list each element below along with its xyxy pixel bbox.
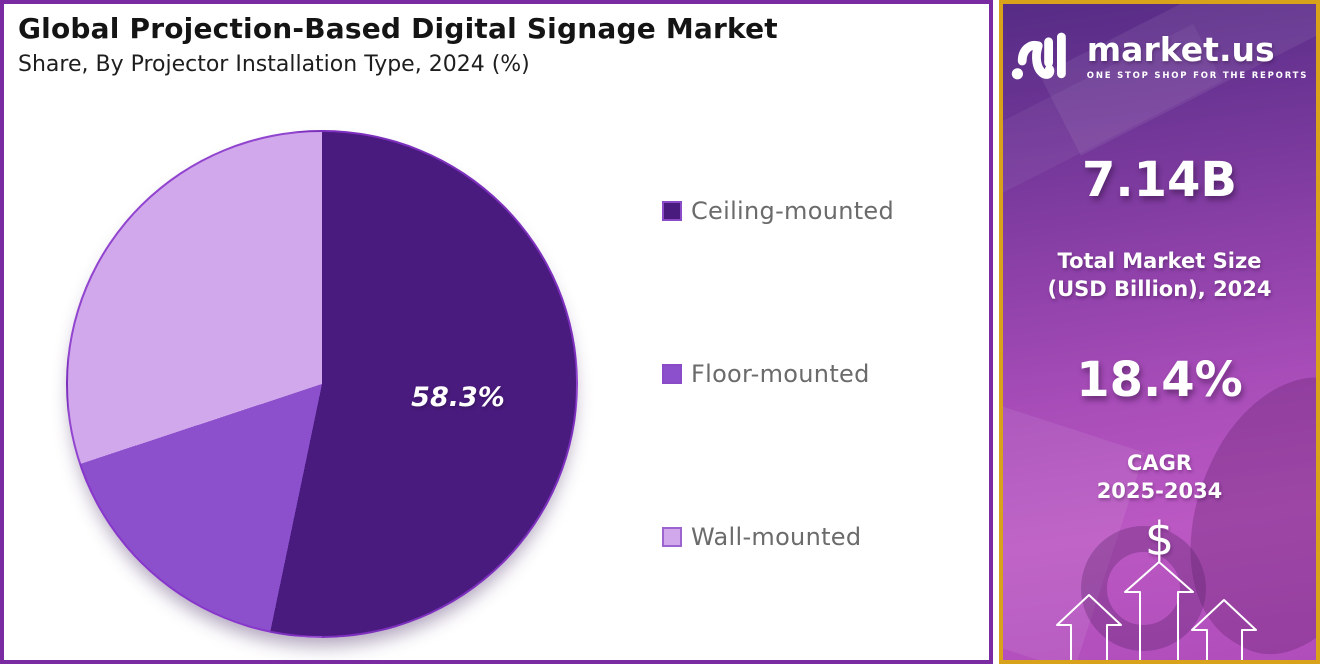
- marketus-logo-icon: [1011, 32, 1066, 80]
- chart-title: Global Projection-Based Digital Signage …: [18, 12, 778, 45]
- legend-item-floor: Floor-mounted: [662, 360, 870, 388]
- market-size-label: Total Market Size (USD Billion), 2024: [1003, 248, 1316, 303]
- brand-logo: market.us ONE STOP SHOP FOR THE REPORTS: [1003, 28, 1316, 86]
- legend-item-wall: Wall-mounted: [662, 523, 861, 551]
- cagr-value: 18.4%: [1076, 352, 1243, 408]
- legend-swatch-floor-icon: [662, 364, 682, 384]
- pie-slice-label-ceiling: 58.3%: [411, 382, 505, 413]
- market-size-label-line1: Total Market Size: [1057, 249, 1262, 273]
- market-size-value: 7.14B: [1081, 152, 1237, 208]
- cagr-label-line1: CAGR: [1126, 451, 1193, 475]
- legend-item-ceiling: Ceiling-mounted: [662, 197, 894, 225]
- dollar-icon: $: [1144, 512, 1175, 566]
- market-size-label-line2: (USD Billion), 2024: [1047, 276, 1272, 301]
- brand-tagline: ONE STOP SHOP FOR THE REPORTS: [1086, 71, 1309, 82]
- legend-swatch-ceiling-icon: [662, 201, 682, 221]
- chart-area: Global Projection-Based Digital Signage …: [0, 0, 993, 664]
- brand-sidebar: market.us ONE STOP SHOP FOR THE REPORTS …: [999, 0, 1320, 664]
- brand-name: market.us: [1086, 29, 1275, 69]
- chart-subtitle: Share, By Projector Installation Type, 2…: [18, 52, 530, 77]
- brand-text-block: market.us ONE STOP SHOP FOR THE REPORTS: [1086, 29, 1309, 82]
- legend-label-ceiling: Ceiling-mounted: [691, 197, 895, 225]
- pie-chart: 58.3%: [66, 130, 578, 638]
- growth-arrows-icon: [1056, 561, 1257, 660]
- legend-label-floor: Floor-mounted: [691, 360, 870, 388]
- cagr-label: CAGR 2025-2034: [1003, 450, 1316, 505]
- legend-swatch-wall-icon: [662, 527, 682, 547]
- legend-label-wall: Wall-mounted: [691, 523, 862, 551]
- cagr-label-line2: 2025-2034: [1096, 478, 1223, 503]
